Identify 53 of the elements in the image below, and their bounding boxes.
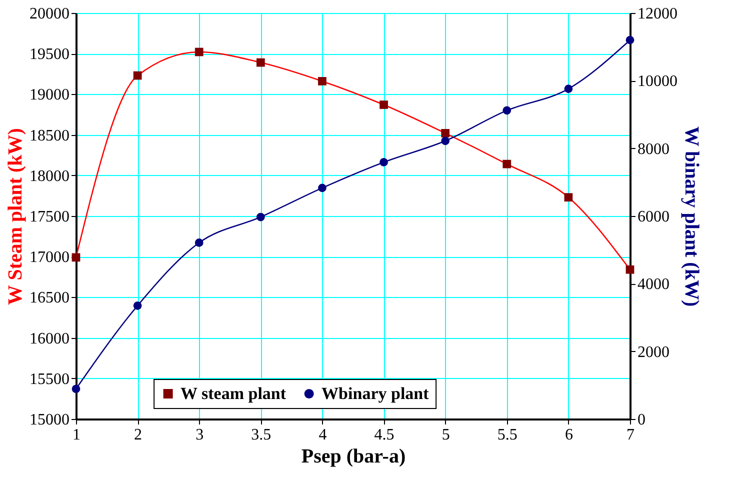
y-tick-label: 19000 [30, 86, 70, 104]
point [256, 58, 265, 67]
point [380, 158, 388, 166]
y-tick-label: 16500 [30, 290, 70, 307]
point [72, 384, 80, 394]
point [502, 106, 512, 115]
x-tick-label: 6 [564, 426, 573, 444]
point [564, 193, 573, 202]
legend-label: Wbinary plant [322, 384, 430, 403]
point [441, 136, 450, 146]
y2-tick-label: 0 [638, 412, 646, 428]
y-tick-label: 20000 [30, 6, 70, 22]
x-tick-label: 5 [442, 426, 450, 444]
point [318, 184, 326, 192]
point [318, 77, 326, 86]
y-tick-label: 15000 [30, 412, 70, 428]
point [626, 36, 634, 44]
y-tick-label: 18000 [30, 168, 70, 185]
x-tick-label: 5.5 [497, 426, 518, 444]
x-axis-title: Psep (bar-a) [301, 446, 406, 468]
y2-tick-label: 8000 [638, 140, 670, 158]
y2-tick-label: 10000 [638, 73, 678, 90]
x-tick-label: 4.5 [374, 426, 394, 444]
x-tick-label: 3 [196, 426, 204, 444]
y2-tick-label: 12000 [638, 6, 678, 22]
point [133, 71, 142, 80]
point [380, 100, 388, 109]
x-tick-label: 1 [72, 426, 80, 444]
y2-tick-label: 4000 [638, 276, 670, 294]
y2-axis-title: W binary plant (kW) [680, 126, 702, 307]
point [564, 84, 573, 93]
x-tick-label: 4 [318, 426, 327, 444]
point [72, 253, 80, 262]
y-tick-label: 17000 [30, 249, 70, 266]
point [194, 48, 204, 56]
y-tick-label: 15500 [30, 370, 70, 388]
point [133, 301, 142, 310]
y-axis-title: W Steam plant (kW) [4, 128, 26, 305]
point [194, 238, 204, 247]
point [626, 265, 634, 274]
point [502, 160, 512, 168]
y2-tick-label: 2000 [638, 344, 670, 361]
y-tick-label: 16000 [30, 330, 70, 348]
y-tick-label: 19500 [30, 46, 70, 64]
legend-label: W steam plant [180, 384, 286, 403]
y2-tick-label: 6000 [638, 208, 670, 226]
x-tick-label: 2 [134, 426, 142, 444]
y-tick-label: 17500 [30, 208, 70, 226]
x-tick-label: 7 [626, 426, 634, 444]
x-tick-label: 3.5 [251, 426, 272, 444]
point [256, 212, 265, 222]
y-tick-label: 18500 [30, 127, 70, 144]
point [441, 128, 450, 138]
